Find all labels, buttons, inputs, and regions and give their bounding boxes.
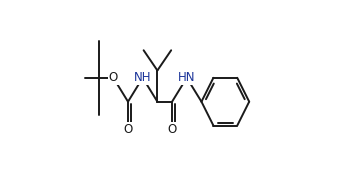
Text: O: O: [167, 123, 177, 136]
Text: O: O: [109, 71, 118, 84]
Text: O: O: [124, 123, 133, 136]
Text: HN: HN: [178, 71, 195, 84]
Text: NH: NH: [134, 71, 152, 84]
